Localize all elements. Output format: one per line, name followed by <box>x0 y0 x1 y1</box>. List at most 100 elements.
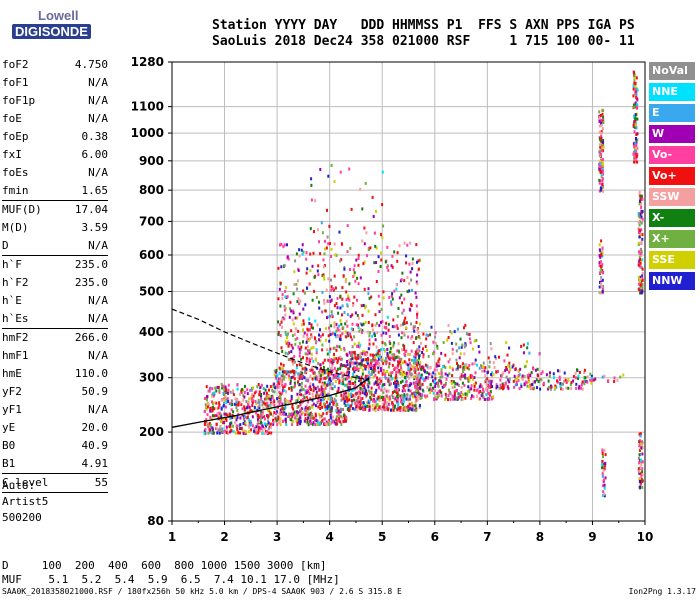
param-name: yF1 <box>2 403 22 416</box>
echo-point <box>456 327 459 331</box>
echo-point <box>315 394 318 398</box>
echo-point <box>368 364 371 368</box>
echo-point <box>283 370 286 374</box>
echo-point <box>418 380 421 384</box>
echo-point <box>412 359 415 362</box>
echo-point <box>641 274 644 278</box>
echo-point <box>640 194 643 198</box>
echo-point <box>245 416 248 420</box>
echo-point <box>641 197 644 201</box>
echo-point <box>308 282 311 286</box>
echo-point <box>363 380 366 384</box>
echo-point <box>403 321 406 325</box>
echo-point <box>306 407 309 411</box>
echo-point <box>380 251 383 255</box>
echo-point <box>349 332 352 336</box>
echo-point <box>259 412 262 416</box>
echo-point <box>386 315 389 319</box>
echo-point <box>395 379 398 383</box>
echo-point <box>227 391 229 395</box>
echo-point <box>429 391 432 395</box>
echo-point <box>254 430 257 434</box>
echo-point <box>601 472 604 476</box>
legend-item: Vo- <box>649 146 695 164</box>
echo-point <box>315 390 318 394</box>
echo-point <box>206 394 209 398</box>
echo-point <box>407 363 410 367</box>
echo-point <box>311 298 314 302</box>
echo-point <box>386 407 389 411</box>
echo-point <box>492 373 495 377</box>
echo-point <box>382 296 385 300</box>
echo-point <box>342 388 344 392</box>
echo-point <box>218 403 221 407</box>
echo-point <box>420 341 422 345</box>
echo-point <box>378 406 381 410</box>
echo-point <box>594 377 597 381</box>
echo-point <box>227 432 230 435</box>
echo-point <box>400 406 403 410</box>
param-name: h`F <box>2 258 22 271</box>
echo-point <box>348 282 351 286</box>
echo-point <box>257 430 260 434</box>
echo-point <box>292 334 294 337</box>
echo-point <box>419 365 421 368</box>
echo-point <box>604 461 607 465</box>
echo-point <box>329 347 332 351</box>
echo-point <box>389 350 391 354</box>
echo-point <box>285 390 288 394</box>
echo-point <box>261 400 264 403</box>
echo-point <box>359 403 362 407</box>
echo-point <box>236 398 239 402</box>
echo-point <box>440 381 443 385</box>
echo-point <box>219 425 222 429</box>
echo-point <box>378 385 381 389</box>
echo-point <box>500 386 503 390</box>
echo-point <box>209 426 212 430</box>
echo-point <box>636 160 639 164</box>
echo-point <box>429 387 432 391</box>
echo-point <box>306 327 309 331</box>
echo-point <box>278 402 281 406</box>
echo-point <box>236 424 238 428</box>
echo-point <box>418 345 421 349</box>
echo-point <box>326 352 329 356</box>
echo-point <box>310 183 313 187</box>
echo-point <box>639 283 642 287</box>
echo-point <box>586 380 589 384</box>
echo-point <box>289 300 292 304</box>
echo-point <box>369 390 372 394</box>
echo-point <box>383 402 386 406</box>
echo-point <box>407 372 409 376</box>
echo-point <box>337 328 340 332</box>
echo-point <box>433 398 436 401</box>
echo-point <box>601 252 604 256</box>
echo-point <box>414 370 417 374</box>
echo-point <box>636 88 639 92</box>
echo-point <box>387 377 390 380</box>
echo-point <box>243 395 246 399</box>
echo-point <box>411 335 414 339</box>
echo-point <box>359 391 362 395</box>
echo-point <box>638 190 641 194</box>
echo-point <box>303 376 306 380</box>
echo-point <box>374 355 377 359</box>
echo-point <box>297 380 300 384</box>
echo-point <box>637 263 640 267</box>
echo-point <box>381 320 384 323</box>
echo-point <box>461 381 464 385</box>
echo-point <box>286 334 289 338</box>
echo-point <box>600 239 603 243</box>
echo-point <box>602 169 604 173</box>
echo-point <box>327 397 330 401</box>
echo-point <box>469 374 472 378</box>
echo-point <box>276 383 279 387</box>
echo-point <box>416 388 419 392</box>
echo-point <box>352 275 355 278</box>
echo-point <box>397 370 400 374</box>
echo-point <box>341 313 343 317</box>
echo-point <box>464 392 467 396</box>
echo-point <box>426 386 429 390</box>
echo-point <box>456 368 459 372</box>
echo-point <box>364 321 367 324</box>
